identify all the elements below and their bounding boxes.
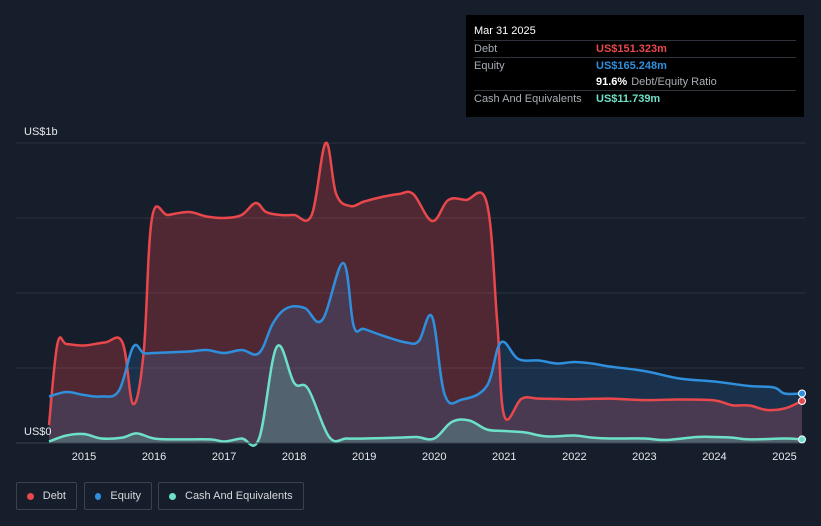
x-tick-label: 2018 [282, 451, 306, 463]
tooltip-cash-label: Cash And Equivalents [474, 93, 582, 105]
legend-equity[interactable]: Equity [84, 482, 152, 510]
x-tick-label: 2019 [352, 451, 376, 463]
tooltip-equity-row: Equity US$165.248m [474, 57, 796, 74]
x-tick-label: 2015 [72, 451, 96, 463]
x-ticks: 2015 2016 2017 2018 2019 2020 2021 2022 2023 2024… [72, 451, 797, 463]
debt-area [49, 142, 802, 443]
legend-cash[interactable]: Cash And Equivalents [158, 482, 304, 510]
tooltip-debt-value: US$151.323m [596, 43, 667, 55]
tooltip-debt-row: Debt US$151.323m [474, 40, 796, 57]
end-markers [798, 389, 806, 444]
legend-equity-label: Equity [110, 490, 141, 502]
legend-cash-label: Cash And Equivalents [185, 490, 293, 502]
cash-line [48, 344, 803, 447]
legend-debt-label: Debt [42, 490, 66, 502]
legend-debt[interactable]: Debt [16, 482, 77, 510]
cash-legend-dot-icon [169, 492, 176, 500]
y-label-top: US$1b [24, 126, 58, 138]
x-tick-label: 2017 [212, 451, 236, 463]
debt-legend-dot-icon [27, 492, 34, 500]
x-tick-label: 2016 [142, 451, 166, 463]
tooltip-cash-row: Cash And Equivalents US$11.739m [474, 90, 796, 107]
cash-end-point [798, 435, 806, 444]
x-tick-label: 2023 [632, 451, 656, 463]
tooltip-equity-label: Equity [474, 60, 505, 72]
tooltip-debt-label: Debt [474, 43, 498, 55]
tooltip-cash-value: US$11.739m [596, 93, 661, 105]
x-tick-label: 2020 [422, 451, 446, 463]
series-lines [47, 141, 803, 447]
tooltip-ratio-spacer [474, 74, 596, 90]
equity-end-point [798, 389, 806, 398]
equity-legend-dot-icon [95, 492, 102, 500]
tooltip-ratio-value: 91.6% [596, 76, 628, 88]
x-tick-label: 2024 [702, 451, 726, 463]
tooltip-ratio-label: Debt/Equity Ratio [631, 76, 717, 88]
tooltip-ratio-row: 91.6% Debt/Equity Ratio [474, 74, 796, 90]
equity-line [48, 261, 803, 405]
y-label-bottom: US$0 [24, 426, 52, 438]
x-tick-label: 2022 [562, 451, 586, 463]
x-tick-label: 2025 [772, 451, 796, 463]
x-tick-label: 2021 [492, 451, 516, 463]
debt-end-point [798, 397, 806, 405]
tooltip-panel: Mar 31 2025 Debt US$151.323m Equity US$1… [466, 15, 804, 117]
tooltip-date: Mar 31 2025 [474, 25, 536, 37]
tooltip-equity-value: US$165.248m [596, 60, 667, 72]
